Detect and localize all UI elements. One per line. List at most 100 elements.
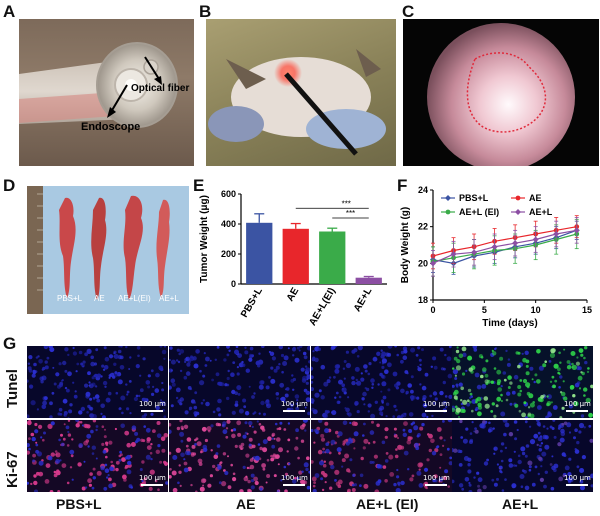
cell-nucleus (91, 445, 97, 450)
cell-nucleus (47, 455, 53, 461)
cell-nucleus (75, 420, 79, 422)
cell-nucleus (484, 379, 489, 384)
cell-nucleus (567, 472, 572, 477)
cell-nucleus (385, 452, 389, 455)
row-label-ki67: Ki-67 (4, 451, 21, 488)
cell-nucleus (452, 384, 455, 388)
cell-nucleus (113, 354, 119, 359)
cell-nucleus (356, 380, 362, 386)
cell-nucleus (480, 374, 484, 379)
cell-nucleus (103, 365, 109, 370)
cell-nucleus (272, 454, 278, 460)
cell-nucleus (402, 346, 408, 351)
cell-nucleus (355, 382, 358, 385)
cell-nucleus (187, 359, 192, 363)
cell-nucleus (363, 422, 366, 426)
scale-bar (425, 484, 447, 486)
cell-nucleus (374, 489, 380, 492)
cell-nucleus (63, 423, 66, 426)
cell-nucleus (62, 360, 67, 366)
cell-nucleus (104, 385, 107, 388)
cell-nucleus (548, 360, 552, 363)
cell-nucleus (333, 375, 336, 379)
cell-nucleus (184, 410, 189, 415)
cell-nucleus (31, 373, 36, 378)
cell-nucleus (84, 352, 88, 357)
cell-nucleus (82, 360, 86, 364)
cell-nucleus (226, 376, 230, 381)
cell-nucleus (409, 395, 415, 400)
y-tick-label: 0 (231, 279, 236, 289)
cell-nucleus (374, 400, 378, 404)
cell-nucleus (433, 365, 438, 370)
cell-nucleus (490, 380, 494, 384)
cell-nucleus (281, 370, 284, 374)
cell-nucleus (291, 374, 294, 377)
cell-nucleus (160, 401, 166, 406)
cell-nucleus (50, 421, 55, 426)
cell-nucleus (317, 449, 323, 455)
cell-nucleus (515, 351, 519, 355)
cell-nucleus (296, 399, 299, 402)
cell-nucleus (49, 401, 53, 406)
cell-nucleus (312, 484, 316, 488)
cell-nucleus (146, 445, 152, 450)
cell-nucleus (323, 460, 326, 463)
cell-nucleus (225, 435, 229, 439)
cell-nucleus (482, 420, 486, 424)
cell-nucleus (461, 487, 465, 491)
cell-nucleus (152, 385, 155, 388)
cell-nucleus (215, 422, 220, 427)
cell-nucleus (456, 359, 461, 364)
cell-nucleus (400, 480, 405, 486)
cell-nucleus (380, 349, 383, 352)
cell-nucleus (550, 486, 555, 491)
cell-nucleus (273, 368, 278, 373)
cell-nucleus (94, 394, 100, 399)
cell-nucleus (538, 448, 543, 452)
cell-nucleus (381, 358, 387, 364)
cell-nucleus (44, 365, 49, 370)
cell-nucleus (78, 410, 83, 415)
cell-nucleus (500, 399, 503, 403)
cell-nucleus (175, 396, 179, 400)
cell-nucleus (230, 429, 234, 432)
cell-nucleus (519, 389, 523, 393)
cell-nucleus (180, 425, 184, 429)
cell-nucleus (466, 402, 471, 407)
cell-nucleus (245, 453, 250, 458)
cell-nucleus (504, 422, 510, 428)
cell-nucleus (95, 425, 99, 428)
cell-nucleus (178, 470, 182, 474)
cell-nucleus (91, 376, 95, 380)
cell-nucleus (236, 372, 240, 376)
cell-nucleus (308, 470, 310, 474)
cell-nucleus (232, 428, 237, 432)
cell-nucleus (58, 438, 61, 442)
cell-nucleus (139, 388, 144, 393)
cell-nucleus (385, 402, 390, 406)
cell-nucleus (49, 415, 53, 418)
cell-nucleus (276, 427, 279, 431)
cell-nucleus (469, 432, 473, 435)
cell-nucleus (228, 349, 231, 352)
cell-nucleus (476, 471, 480, 475)
cell-nucleus (302, 351, 307, 356)
cell-nucleus (303, 462, 309, 468)
cell-nucleus (576, 465, 580, 469)
cell-nucleus (504, 478, 507, 481)
cell-nucleus (442, 444, 445, 447)
cell-nucleus (535, 420, 540, 422)
cell-nucleus (461, 409, 465, 412)
cell-nucleus (43, 431, 46, 435)
cell-nucleus (89, 472, 93, 476)
cell-nucleus (183, 458, 186, 461)
cell-nucleus (360, 372, 363, 375)
cell-nucleus (183, 375, 188, 380)
cell-nucleus (349, 458, 353, 462)
cell-nucleus (280, 353, 285, 358)
cell-nucleus (546, 394, 552, 400)
cell-nucleus (325, 442, 329, 446)
cell-nucleus (30, 432, 35, 437)
cell-nucleus (169, 468, 172, 471)
